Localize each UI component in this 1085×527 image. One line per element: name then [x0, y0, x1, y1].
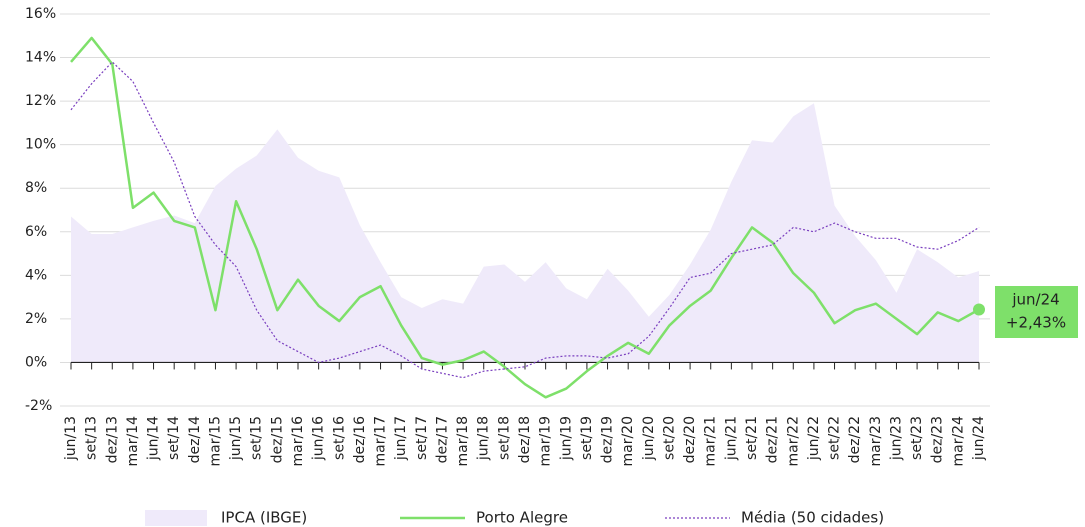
y-tick-label: 12% [25, 93, 56, 109]
x-tick-label: mar/15 [207, 416, 223, 467]
x-tick-label: mar/22 [785, 416, 801, 467]
x-tick-label: set/19 [579, 416, 595, 460]
x-tick-label: jun/21 [723, 416, 739, 461]
y-tick-label: 8% [25, 180, 47, 196]
x-tick-label: set/16 [331, 416, 347, 460]
x-tick-label: jun/14 [146, 416, 162, 461]
legend-label: IPCA (IBGE) [221, 509, 307, 527]
x-tick-label: jun/16 [311, 416, 327, 461]
x-tick-label: mar/18 [455, 416, 471, 467]
annotation-text: +2,43% [1006, 314, 1066, 332]
x-tick-label: jun/22 [806, 416, 822, 461]
y-tick-label: 14% [25, 50, 56, 66]
x-tick-label: set/14 [166, 416, 182, 460]
x-tick-label: set/17 [414, 416, 430, 460]
x-tick-label: jun/13 [63, 416, 79, 461]
x-tick-label: dez/23 [930, 416, 946, 463]
x-tick-label: dez/16 [352, 416, 368, 463]
x-tick-label: jun/19 [558, 416, 574, 461]
y-tick-label: 16% [25, 6, 56, 22]
x-tick-label: dez/17 [434, 416, 450, 463]
x-tick-label: mar/16 [290, 416, 306, 467]
x-tick-label: mar/21 [703, 416, 719, 467]
area [71, 103, 979, 363]
x-tick-label: dez/18 [517, 416, 533, 463]
legend-swatch [145, 510, 207, 526]
x-tick-label: dez/14 [187, 416, 203, 463]
x-tick-label: mar/24 [950, 416, 966, 467]
line [70, 36, 980, 399]
x-tick-label: set/23 [909, 416, 925, 460]
legend-label: Porto Alegre [476, 509, 568, 527]
y-tick-label: 0% [25, 354, 47, 370]
y-tick-label: -2% [25, 398, 52, 414]
x-tick-label: dez/15 [269, 416, 285, 463]
legend-label: Média (50 cidades) [741, 509, 884, 527]
x-tick-label: jun/20 [641, 416, 657, 461]
x-tick-label: mar/17 [373, 416, 389, 467]
y-tick-label: 10% [25, 137, 56, 153]
y-tick-label: 4% [25, 267, 47, 283]
y-tick-label: 6% [25, 224, 47, 240]
x-tick-label: dez/20 [682, 416, 698, 463]
x-tick-label: jun/23 [888, 416, 904, 461]
x-tick-label: jun/18 [476, 416, 492, 461]
x-tick-label: set/21 [744, 416, 760, 460]
x-tick-label: set/15 [249, 416, 265, 460]
end-dot [973, 303, 985, 316]
x-tick-label: set/20 [661, 416, 677, 460]
annotation-box [995, 286, 1078, 338]
x-tick-label: dez/22 [847, 416, 863, 463]
x-tick-label: mar/23 [868, 416, 884, 467]
x-tick-label: jun/24 [971, 416, 987, 461]
x-tick-label: mar/14 [125, 416, 141, 467]
x-tick-label: mar/19 [538, 416, 554, 467]
x-tick-label: dez/13 [104, 416, 120, 463]
x-tick-label: set/18 [496, 416, 512, 460]
x-tick-label: jun/15 [228, 416, 244, 461]
y-tick-label: 2% [25, 311, 47, 327]
x-tick-label: set/13 [84, 416, 100, 460]
x-tick-label: dez/19 [600, 416, 616, 463]
x-tick-label: dez/21 [765, 416, 781, 463]
dotted-line [70, 61, 980, 379]
x-tick-label: set/22 [827, 416, 843, 460]
x-tick-label: jun/17 [393, 416, 409, 461]
x-tick-label: mar/20 [620, 416, 636, 467]
annotation-label: jun/24 [1011, 291, 1059, 309]
